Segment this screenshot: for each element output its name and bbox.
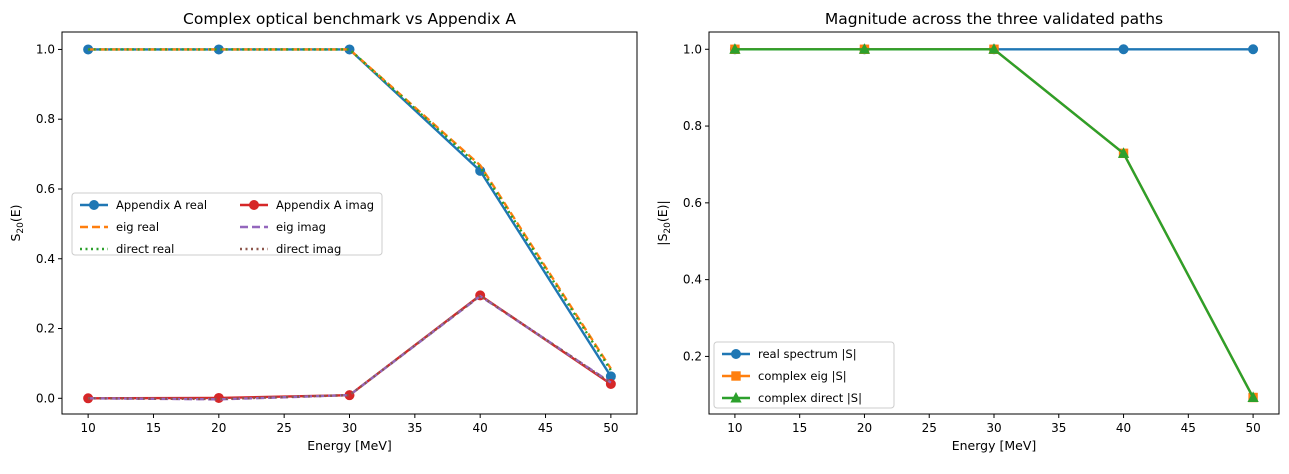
legend-marker [731,371,741,381]
chart-panel-1: Complex optical benchmark vs Appendix A 1… [8,10,638,453]
x-tick-label: 50 [603,421,618,435]
legend-marker [89,200,99,210]
legend: Appendix A real eig real direct real Append… [71,192,383,256]
x-tick-label: 25 [922,421,937,435]
series-direct-imag-line [88,294,612,401]
series-complex-direct-s-point [858,43,871,54]
chart-panel-2: Magnitude across the three validated pat… [655,10,1280,453]
legend-label: Appendix A imag [276,198,374,212]
y-axis-label: |S20(E)| [655,200,673,245]
series-complex-direct-s-point [729,43,741,54]
x-tick-label: 15 [792,421,807,435]
legend-label: Appendix A real [116,198,207,212]
plot-area [729,43,1259,403]
x-tick-label: 50 [1245,421,1260,435]
x-tick-label: 40 [473,421,488,435]
y-tick-label: 0.2 [36,322,55,336]
series-complex-direct-s-point [988,43,1000,54]
x-tick-label: 25 [277,421,292,435]
y-tick-label: 0.6 [36,182,55,196]
y-tick-label: 0.8 [36,112,55,126]
legend-label: complex eig |S| [758,369,847,383]
legend-label: eig real [116,220,159,234]
legend-label: real spectrum |S| [758,347,857,361]
legend-label: direct imag [276,242,341,256]
chart-title: Complex optical benchmark vs Appendix A [183,10,516,28]
legend-marker [249,200,259,210]
plot-area [83,44,616,404]
series-eig-imag-line [88,294,612,401]
x-tick-label: 35 [1051,421,1066,435]
y-tick-label: 0.6 [683,196,702,210]
legend-label: direct real [116,242,174,256]
plot-frame [61,31,638,415]
series-eig-real-line [88,48,612,370]
y-tick-label: 1.0 [683,42,702,56]
legend-marker [730,391,742,403]
y-tick-label: 1.0 [36,42,55,56]
y-axis-label: S20(E) [8,204,26,241]
legend: real spectrum |S| complex eig |S| complex … [713,341,895,409]
legend-label: complex direct |S| [758,391,862,405]
series-real-spectrum-s-point [1118,44,1129,55]
x-tick-label: 10 [80,421,95,435]
series-complex-direct-s-point [1247,391,1259,402]
y-tick-label: 0.4 [683,273,702,287]
x-tick-label: 35 [407,421,422,435]
x-tick-label: 45 [1181,421,1196,435]
x-tick-label: 40 [1116,421,1131,435]
x-tick-label: 45 [538,421,553,435]
legend-box [713,341,895,409]
y-tick-label: 0.2 [683,349,702,363]
x-tick-label: 30 [986,421,1001,435]
x-tick-label: 10 [727,421,742,435]
y-tick-label: 0.0 [36,391,55,405]
x-tick-label: 15 [146,421,161,435]
x-tick-label: 20 [211,421,226,435]
plot-frame [708,31,1280,415]
series-real-spectrum-s-point [1248,44,1259,55]
series-direct-real-line [88,48,612,372]
series-appendix-a-imag-line [88,294,612,400]
legend-marker [731,349,741,359]
legend-label: eig imag [276,220,326,234]
y-tick-label: 0.4 [36,252,55,266]
x-axis-label: Energy [MeV] [952,438,1037,453]
series-complex-direct-s-point [1117,147,1130,158]
chart-title: Magnitude across the three validated pat… [825,10,1163,28]
x-tick-label: 20 [857,421,872,435]
legend-box [71,192,383,256]
x-axis-label: Energy [MeV] [307,438,392,453]
y-tick-label: 0.8 [683,119,702,133]
x-tick-label: 30 [342,421,357,435]
series-appendix-a-real-point [475,165,486,176]
